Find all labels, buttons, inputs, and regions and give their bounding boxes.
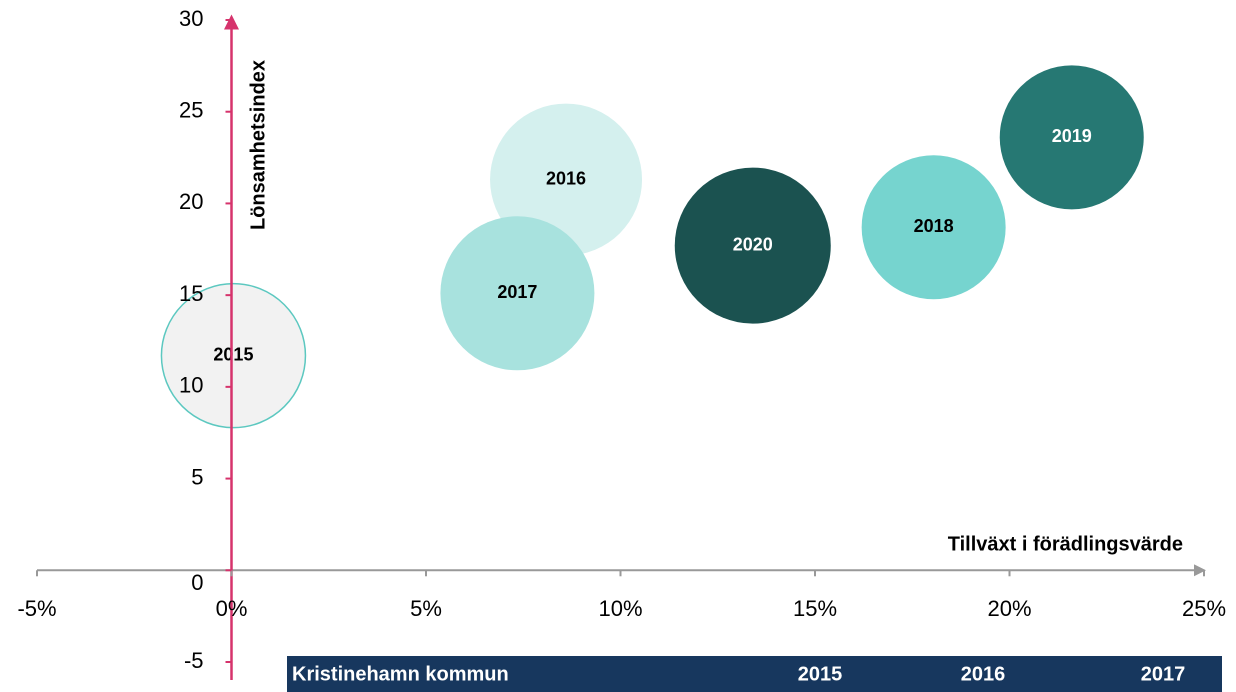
y-tick-label: 0 — [191, 570, 203, 595]
table-header-cell: 2016 — [961, 663, 1006, 685]
bubble-label: 2016 — [546, 168, 586, 188]
y-tick-label: 10 — [179, 373, 203, 398]
y-tick-label: 20 — [179, 189, 203, 214]
bubble-label: 2020 — [733, 234, 773, 254]
x-axis-title: Tillväxt i förädlingsvärde — [948, 533, 1183, 555]
x-tick-label: 20% — [987, 596, 1031, 621]
bubble — [440, 216, 595, 371]
x-tick-label: 10% — [598, 596, 642, 621]
x-tick-label: -5% — [17, 596, 56, 621]
bubble — [999, 65, 1144, 210]
y-tick-label: -5 — [184, 648, 204, 673]
y-axis-title: Lönsamhetsindex — [247, 60, 269, 230]
table-header-cell: 2017 — [1141, 663, 1186, 685]
y-tick-label: 5 — [191, 464, 203, 489]
bubble — [861, 155, 1006, 300]
table-header-cell: 2015 — [798, 663, 843, 685]
x-tick-label: 15% — [793, 596, 837, 621]
x-tick-label: 0% — [216, 596, 248, 621]
table-header-cell: Kristinehamn kommun — [292, 663, 509, 685]
bubble-label: 2019 — [1052, 126, 1092, 146]
x-tick-label: 5% — [410, 596, 442, 621]
bubble — [160, 282, 307, 429]
bubble — [674, 167, 831, 324]
y-tick-label: 30 — [179, 6, 203, 31]
bubble-label: 2015 — [213, 344, 253, 364]
y-tick-label: 25 — [179, 98, 203, 123]
x-tick-label: 25% — [1182, 596, 1226, 621]
bubble-label: 2018 — [914, 216, 954, 236]
bubble-label: 2017 — [497, 282, 537, 302]
y-tick-label: 15 — [179, 281, 203, 306]
table-header — [287, 656, 1222, 692]
